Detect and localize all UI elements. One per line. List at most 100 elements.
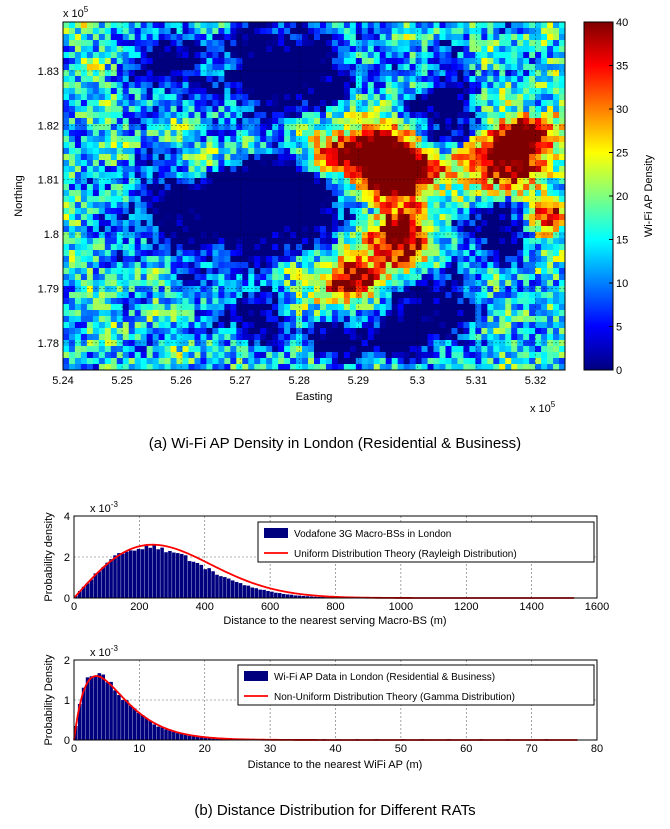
heatmap-cell bbox=[122, 148, 130, 155]
heatmap-cell bbox=[451, 334, 459, 341]
heatmap-cell bbox=[457, 58, 465, 65]
heatmap-cell bbox=[278, 136, 285, 143]
heatmap-cell bbox=[451, 202, 459, 209]
heatmap-cell bbox=[325, 136, 333, 143]
heatmap-cell bbox=[80, 358, 88, 365]
heatmap-cell bbox=[469, 304, 476, 311]
heatmap-cell bbox=[373, 310, 381, 317]
heatmap-cell bbox=[487, 256, 494, 263]
heatmap-cell bbox=[116, 40, 124, 47]
heatmap-cell bbox=[104, 58, 112, 65]
heatmap-cell bbox=[385, 184, 393, 191]
macro-bar bbox=[105, 562, 109, 598]
heatmap-cell bbox=[140, 226, 148, 233]
heatmap-cell bbox=[499, 190, 506, 197]
heatmap-cell bbox=[308, 40, 315, 47]
heatmap-cell bbox=[302, 202, 309, 209]
heatmap-cell bbox=[248, 256, 255, 263]
heatmap-cell bbox=[343, 154, 351, 161]
heatmap-cell bbox=[325, 244, 333, 251]
heatmap-cell bbox=[469, 154, 476, 161]
heatmap-cell bbox=[63, 328, 70, 335]
heatmap-cell bbox=[182, 280, 190, 287]
heatmap-cell bbox=[559, 118, 565, 125]
heatmap-cell bbox=[314, 94, 321, 101]
heatmap-cell bbox=[391, 304, 399, 311]
macro-bar bbox=[77, 591, 82, 598]
heatmap-cell bbox=[547, 100, 554, 107]
heatmap-cell bbox=[314, 178, 321, 185]
heatmap-cell bbox=[284, 28, 291, 35]
heatmap-cell bbox=[475, 292, 482, 299]
heatmap-cell bbox=[266, 268, 273, 275]
heatmap-cell bbox=[206, 310, 214, 317]
heatmap-cell bbox=[529, 34, 536, 41]
heatmap-y-exponent: x 105 bbox=[63, 5, 89, 20]
heatmap-cell bbox=[547, 202, 554, 209]
heatmap-cell bbox=[325, 250, 333, 257]
heatmap-cell bbox=[260, 262, 267, 269]
heatmap-cell bbox=[182, 250, 190, 257]
heatmap-cell bbox=[200, 358, 208, 365]
heatmap-cell bbox=[308, 274, 315, 281]
heatmap-cell bbox=[553, 202, 560, 209]
heatmap-cell bbox=[421, 220, 429, 227]
heatmap-cell bbox=[385, 178, 393, 185]
heatmap-cell bbox=[134, 22, 142, 29]
heatmap-cell bbox=[391, 142, 399, 149]
heatmap-cell bbox=[230, 148, 237, 155]
heatmap-cell bbox=[182, 58, 190, 65]
heatmap-cell bbox=[176, 256, 184, 263]
heatmap-cell bbox=[146, 106, 154, 113]
heatmap-cell bbox=[266, 226, 273, 233]
macro-bar bbox=[246, 585, 251, 598]
heatmap-cell bbox=[553, 82, 560, 89]
heatmap-cell bbox=[355, 226, 363, 233]
heatmap-cell bbox=[493, 274, 500, 281]
heatmap-cell bbox=[517, 316, 524, 323]
heatmap-cell bbox=[266, 292, 273, 299]
heatmap-cell bbox=[248, 340, 255, 347]
heatmap-cell bbox=[266, 202, 273, 209]
heatmap-cell bbox=[403, 148, 411, 155]
heatmap-cell bbox=[445, 310, 453, 317]
heatmap-cell bbox=[272, 172, 279, 179]
heatmap-cell bbox=[194, 106, 202, 113]
heatmap-cell bbox=[391, 208, 399, 215]
heatmap-cell bbox=[242, 166, 249, 173]
heatmap-cell bbox=[421, 286, 429, 293]
heatmap-cell bbox=[278, 226, 285, 233]
heatmap-cell bbox=[469, 334, 476, 341]
heatmap-cell bbox=[439, 130, 447, 137]
heatmap-cell bbox=[314, 160, 321, 167]
heatmap-cell bbox=[236, 286, 243, 293]
heatmap-cell bbox=[373, 58, 381, 65]
heatmap-cell bbox=[433, 274, 441, 281]
heatmap-cell bbox=[98, 274, 106, 281]
heatmap-cell bbox=[164, 304, 172, 311]
heatmap-cell bbox=[230, 256, 237, 263]
heatmap-cell bbox=[421, 34, 429, 41]
heatmap-cell bbox=[427, 64, 435, 71]
heatmap-cell bbox=[152, 316, 160, 323]
heatmap-cell bbox=[319, 124, 327, 131]
heatmap-cell bbox=[314, 304, 321, 311]
heatmap-cell bbox=[290, 124, 297, 131]
heatmap-cell bbox=[74, 352, 82, 359]
heatmap-cell bbox=[86, 106, 94, 113]
heatmap-cell bbox=[98, 292, 106, 299]
heatmap-cell bbox=[379, 28, 387, 35]
heatmap-cell bbox=[188, 328, 196, 335]
heatmap-cell bbox=[128, 286, 136, 293]
heatmap-cell bbox=[206, 184, 214, 191]
heatmap-cell bbox=[337, 316, 345, 323]
heatmap-cell bbox=[355, 364, 363, 370]
heatmap-cell bbox=[110, 82, 118, 89]
heatmap-cell bbox=[553, 352, 560, 359]
heatmap-cell bbox=[92, 46, 100, 53]
heatmap-cell bbox=[278, 280, 285, 287]
heatmap-cell bbox=[535, 40, 542, 47]
heatmap-cell bbox=[559, 136, 565, 143]
heatmap-cell bbox=[86, 112, 94, 119]
heatmap-cell bbox=[230, 94, 237, 101]
